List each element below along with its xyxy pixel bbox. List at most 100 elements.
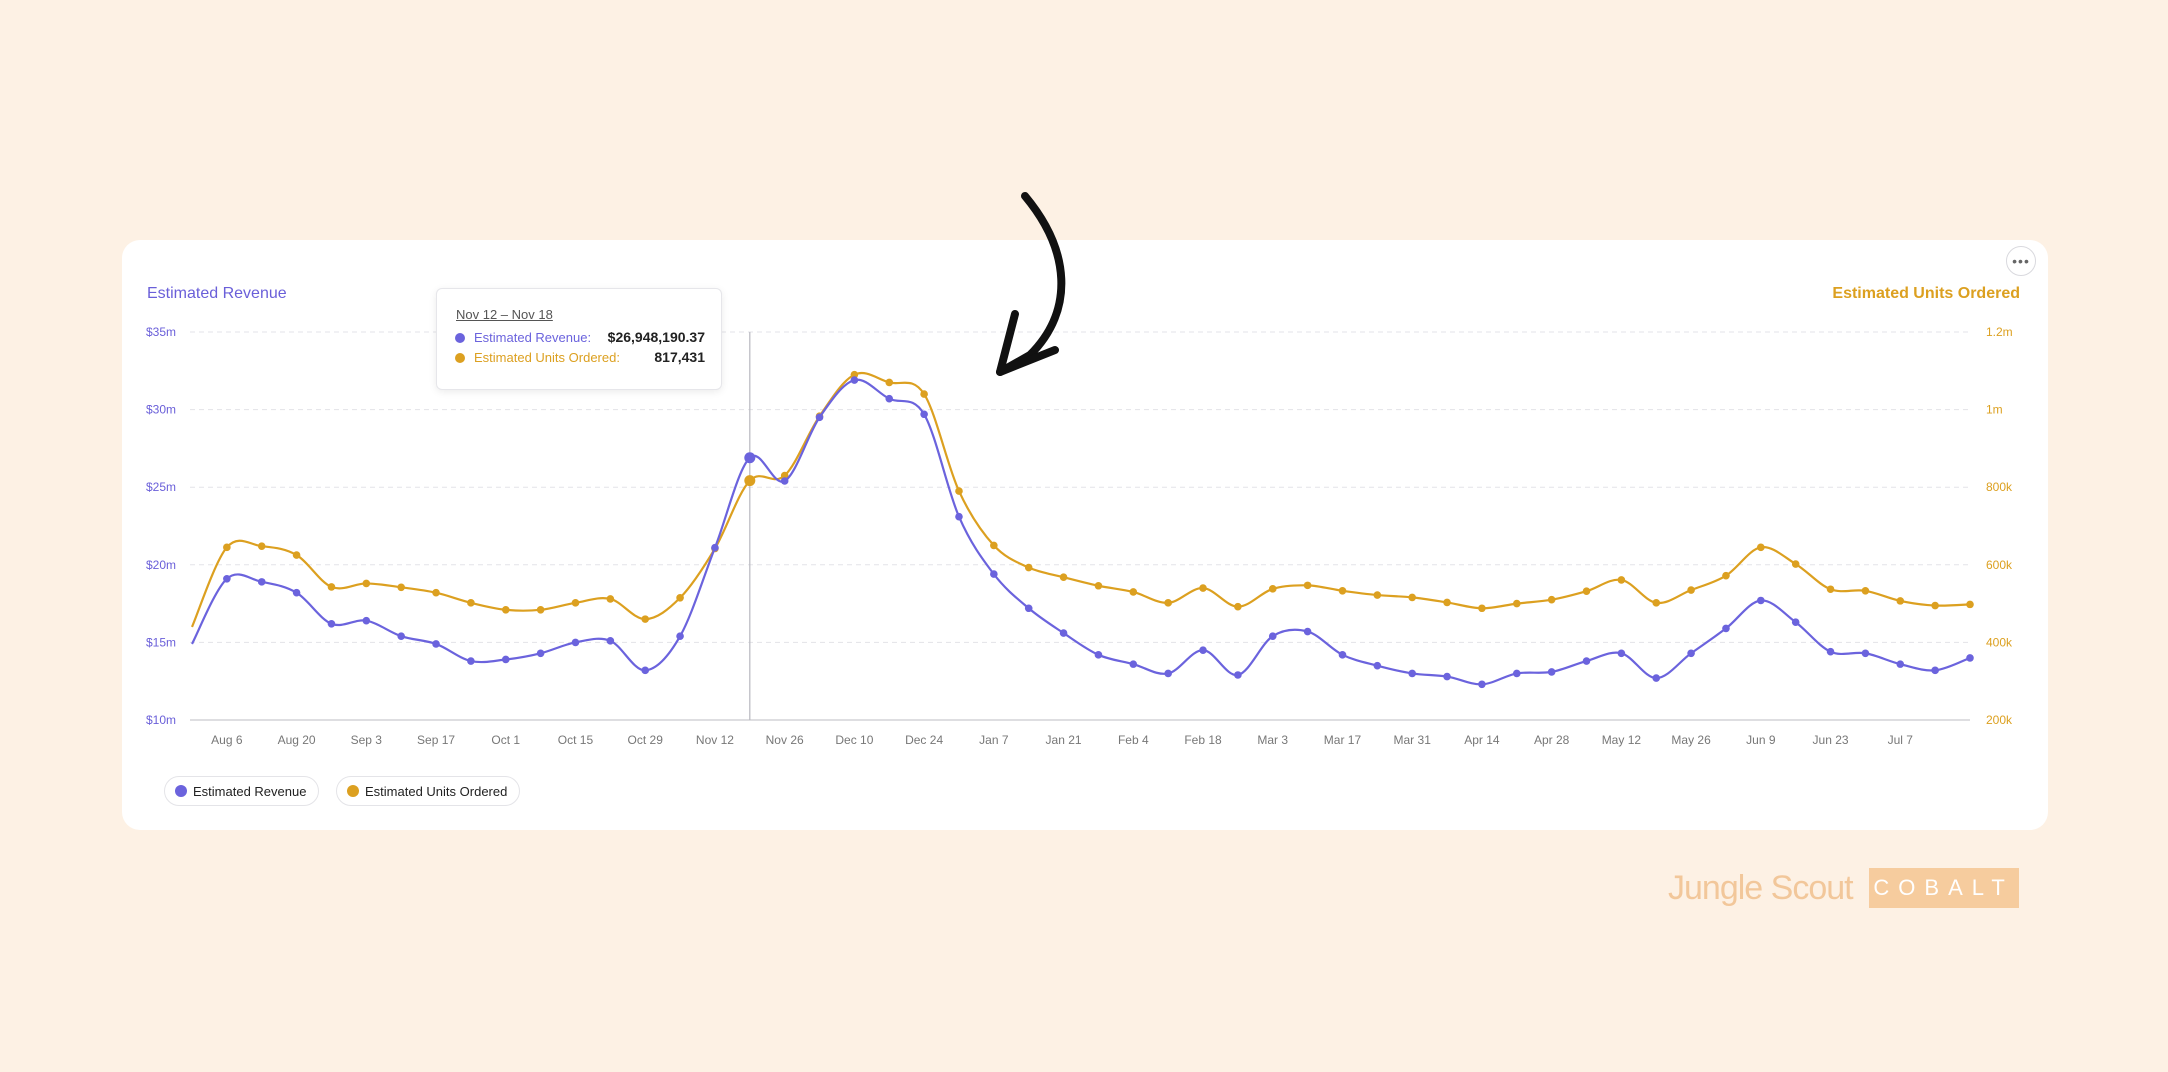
- units-data-point: [606, 595, 615, 603]
- units-data-point: [1373, 591, 1382, 599]
- legend-item-revenue[interactable]: Estimated Revenue: [164, 776, 320, 806]
- y-left-tick-label: $35m: [146, 325, 176, 339]
- revenue-data-point: [1199, 646, 1207, 654]
- units-data-point: [1896, 597, 1905, 605]
- revenue-data-point: [1652, 674, 1661, 682]
- y-right-tick-label: 1m: [1986, 403, 2003, 417]
- units-data-point: [362, 579, 371, 588]
- x-tick-label: Feb 4: [1118, 733, 1149, 747]
- x-tick-label: Dec 24: [905, 733, 943, 747]
- legend-item-units[interactable]: Estimated Units Ordered: [336, 776, 521, 806]
- units-data-point: [1059, 573, 1068, 582]
- units-data-point: [1687, 586, 1695, 594]
- left-axis-title: Estimated Revenue: [147, 285, 287, 302]
- x-tick-label: Feb 18: [1184, 733, 1222, 747]
- revenue-data-point: [1478, 680, 1486, 689]
- x-tick-label: Apr 14: [1464, 733, 1500, 747]
- units-data-point: [850, 370, 859, 379]
- more-options-icon[interactable]: •••: [2006, 246, 2036, 276]
- units-data-point: [676, 593, 684, 602]
- revenue-data-point: [920, 410, 928, 419]
- units-data-point: [1199, 584, 1207, 592]
- chart-card: $10m 200k $15m 400k $20m 600k $25m 800k $30m 1m $3…: [122, 240, 2048, 830]
- tooltip-row-units: Estimated Units Ordered: 817,431: [455, 349, 705, 367]
- units-data-point: [1338, 586, 1347, 595]
- revenue-data-point: [1234, 671, 1242, 679]
- units-data-point: [1024, 563, 1033, 572]
- tooltip-value: $26,948,190.37: [607, 329, 705, 345]
- x-tick-label: Apr 28: [1534, 733, 1570, 747]
- tooltip-row-revenue: Estimated Revenue: $26,948,190.37: [455, 329, 705, 347]
- x-tick-label: Nov 26: [766, 733, 804, 747]
- units-data-point: [1722, 571, 1730, 580]
- y-right-tick-label: 1.2m: [1986, 325, 2013, 339]
- units-data-point: [1268, 585, 1277, 593]
- x-tick-label: Jul 7: [1888, 733, 1914, 747]
- y-right-tick-label: 400k: [1986, 635, 2013, 649]
- x-tick-label: Oct 1: [491, 733, 520, 747]
- units-data-point: [432, 588, 440, 597]
- legend-dot-icon: [347, 785, 359, 797]
- units-data-point: [397, 583, 405, 592]
- revenue-data-point: [606, 637, 615, 645]
- x-tick-label: Sep 17: [417, 733, 455, 747]
- tooltip-value: 817,431: [654, 349, 705, 365]
- x-tick-label: May 26: [1671, 733, 1711, 747]
- legend-label: Estimated Revenue: [193, 783, 307, 799]
- y-left-tick-label: $10m: [146, 713, 176, 727]
- x-tick-label: Oct 29: [628, 733, 664, 747]
- units-data-point: [1164, 599, 1172, 607]
- x-tick-label: Dec 10: [835, 733, 873, 747]
- revenue-data-point: [1547, 668, 1556, 676]
- revenue-data-point: [1966, 654, 1974, 662]
- units-data-point: [1129, 588, 1138, 596]
- brand-name: Jungle Scout: [1668, 868, 1854, 907]
- units-data-point: [327, 583, 336, 591]
- revenue-dot-icon: [455, 333, 465, 343]
- units-data-point: [1547, 595, 1556, 604]
- units-data-point: [223, 543, 231, 552]
- tooltip-label: Estimated Units Ordered:: [474, 350, 620, 365]
- tooltip-title: Nov 12 – Nov 18: [456, 307, 553, 322]
- units-data-point: [501, 606, 510, 614]
- y-left-tick-label: $20m: [146, 558, 176, 572]
- x-tick-label: Mar 17: [1324, 733, 1362, 747]
- x-tick-label: Jun 23: [1813, 733, 1849, 747]
- x-tick-label: Mar 31: [1394, 733, 1432, 747]
- x-tick-label: Mar 3: [1257, 733, 1288, 747]
- revenue-data-point: [1617, 649, 1626, 658]
- revenue-data-point: [780, 477, 789, 485]
- revenue-data-point: [467, 657, 475, 665]
- legend-dot-icon: [175, 785, 187, 797]
- x-tick-label: Aug 20: [278, 733, 316, 747]
- revenue-data-point: [1024, 604, 1033, 613]
- revenue-data-point: [815, 413, 824, 422]
- revenue-data-point: [641, 666, 650, 675]
- revenue-data-point: [1129, 660, 1138, 668]
- units-data-point: [1861, 586, 1870, 595]
- units-data-point: [744, 475, 756, 487]
- revenue-data-point: [362, 616, 371, 625]
- units-data-point: [1478, 604, 1486, 613]
- y-right-tick-label: 200k: [1986, 713, 2013, 727]
- brand-logo: Jungle Scout COBALT: [1668, 868, 2019, 908]
- units-dot-icon: [455, 353, 465, 363]
- revenue-data-point: [885, 394, 894, 403]
- more-options-glyph: •••: [2012, 253, 2030, 269]
- y-right-tick-label: 600k: [1986, 558, 2013, 572]
- units-data-point: [1234, 602, 1242, 611]
- x-tick-label: Sep 3: [351, 733, 383, 747]
- revenue-data-point: [1896, 660, 1905, 668]
- units-data-point: [920, 390, 928, 398]
- revenue-data-point: [744, 452, 756, 464]
- units-data-point: [1966, 600, 1974, 609]
- revenue-data-point: [1408, 669, 1416, 678]
- revenue-data-point: [1164, 669, 1172, 678]
- x-tick-label: Oct 15: [558, 733, 594, 747]
- x-tick-label: Nov 12: [696, 733, 734, 747]
- units-data-point: [1303, 581, 1312, 590]
- units-data-point: [1094, 581, 1103, 590]
- legend-label: Estimated Units Ordered: [365, 783, 508, 799]
- units-data-point: [257, 542, 266, 550]
- units-data-point: [955, 487, 963, 495]
